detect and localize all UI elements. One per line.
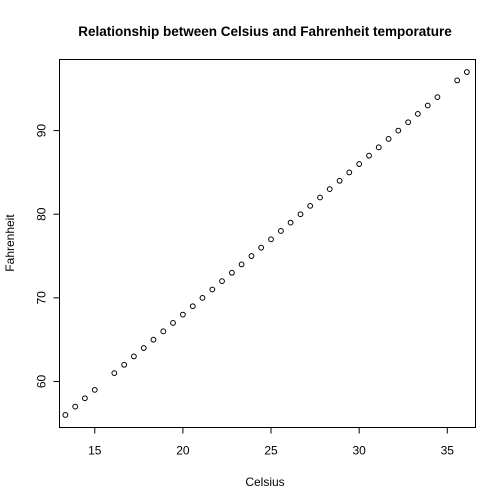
data-point [92,387,97,392]
data-point [455,78,460,83]
data-point [386,137,391,142]
y-tick-label: 80 [35,207,49,221]
data-point [122,362,127,367]
plot-frame [60,60,476,428]
data-point [112,371,117,376]
data-point [82,396,87,401]
y-tick-label: 70 [35,291,49,305]
data-point [347,170,352,175]
x-tick-label: 15 [88,444,102,458]
chart-title: Relationship between Celsius and Fahrenh… [78,24,452,39]
data-point [396,128,401,133]
x-tick-label: 35 [441,444,455,458]
data-point [249,254,254,259]
data-point [308,203,313,208]
data-point [239,262,244,267]
y-axis-label: Fahrenheit [3,214,17,272]
x-axis-label: Celsius [245,475,284,489]
data-point [367,153,372,158]
data-point [357,162,362,167]
data-point [171,321,176,326]
data-point [337,178,342,183]
x-tick-label: 25 [264,444,278,458]
data-point [425,103,430,108]
y-tick-label: 90 [35,124,49,138]
data-point [229,270,234,275]
data-point [180,312,185,317]
data-point [269,237,274,242]
data-point [298,212,303,217]
data-point [288,220,293,225]
x-tick-label: 20 [176,444,190,458]
data-point [131,354,136,359]
data-point [406,120,411,125]
data-point [200,295,205,300]
data-point [464,70,469,75]
data-point [190,304,195,309]
data-point [141,346,146,351]
data-point [151,337,156,342]
x-tick-label: 30 [352,444,366,458]
data-point [259,245,264,250]
data-points [63,70,469,418]
data-point [376,145,381,150]
x-axis: 15 20 25 30 35 [88,428,454,458]
data-point [220,279,225,284]
data-point [415,111,420,116]
data-point [63,413,68,418]
data-point [73,404,78,409]
y-axis: 60 70 80 90 [35,124,60,389]
data-point [327,187,332,192]
data-point [435,95,440,100]
data-point [210,287,215,292]
data-point [318,195,323,200]
data-point [161,329,166,334]
data-point [278,229,283,234]
y-tick-label: 60 [35,375,49,389]
